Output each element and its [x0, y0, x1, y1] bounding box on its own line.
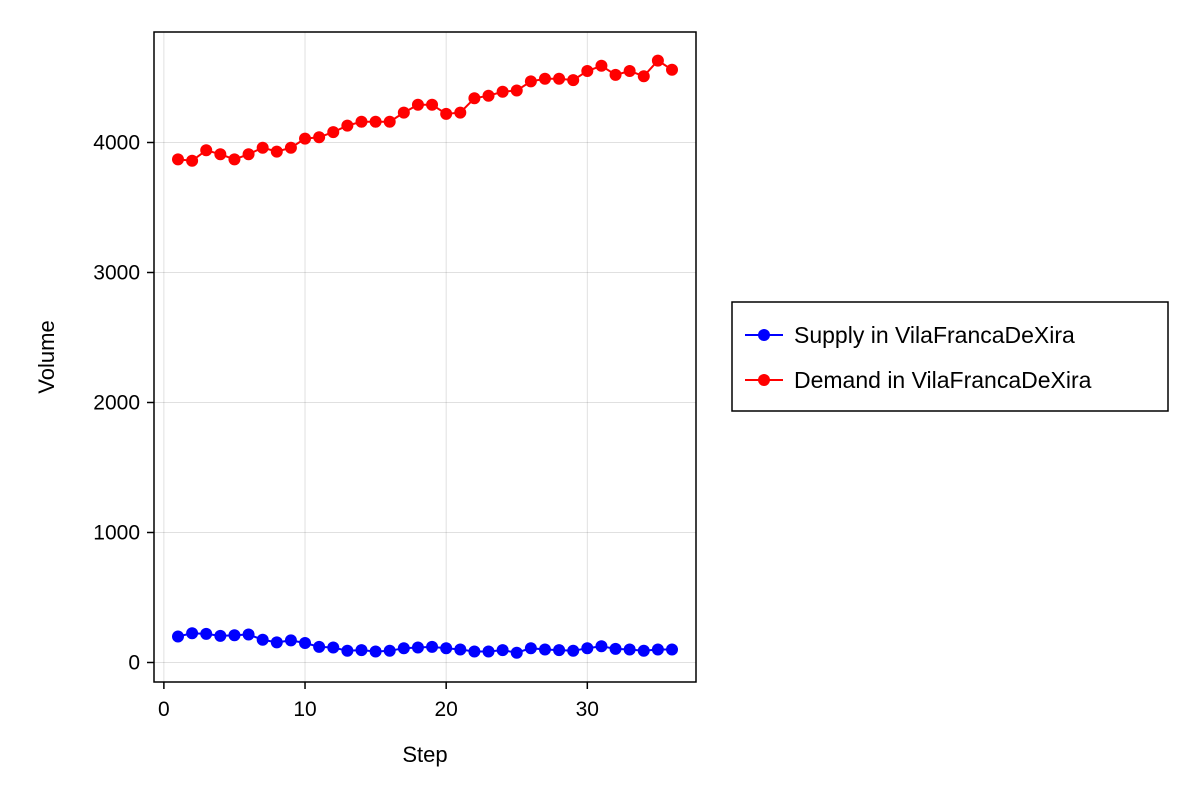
legend-marker-demand: [758, 374, 770, 386]
legend-entry-supply: Supply in VilaFrancaDeXira: [745, 322, 1075, 348]
x-tick-label: 0: [158, 698, 170, 721]
data-point-demand: [355, 115, 368, 128]
data-point-demand: [256, 141, 269, 154]
series-demand: [171, 54, 679, 167]
data-point-demand: [200, 144, 213, 157]
data-point-supply: [666, 643, 679, 656]
data-point-supply: [454, 643, 467, 656]
data-point-supply: [524, 642, 537, 655]
y-tick-label: 3000: [93, 262, 140, 285]
data-point-demand: [284, 141, 297, 154]
data-point-supply: [171, 630, 184, 643]
data-point-demand: [666, 63, 679, 76]
legend: Supply in VilaFrancaDeXira Demand in Vil…: [731, 301, 1169, 412]
data-point-demand: [397, 106, 410, 119]
legend-label-supply: Supply in VilaFrancaDeXira: [794, 322, 1075, 348]
data-point-supply: [623, 643, 636, 656]
data-point-demand: [482, 89, 495, 102]
data-point-supply: [468, 645, 481, 658]
data-point-demand: [440, 107, 453, 120]
data-point-demand: [369, 115, 382, 128]
data-point-demand: [383, 115, 396, 128]
data-point-supply: [482, 645, 495, 658]
data-point-supply: [595, 640, 608, 653]
data-point-demand: [651, 54, 664, 67]
series-layer: [171, 54, 679, 659]
data-point-demand: [567, 74, 580, 87]
data-point-demand: [242, 148, 255, 161]
x-axis-label: Step: [402, 742, 447, 767]
legend-marker-supply: [758, 329, 770, 341]
data-point-demand: [510, 84, 523, 97]
data-point-supply: [538, 643, 551, 656]
data-point-demand: [270, 145, 283, 158]
data-point-demand: [595, 59, 608, 72]
legend-entry-demand: Demand in VilaFrancaDeXira: [745, 367, 1092, 393]
data-point-supply: [496, 644, 509, 657]
data-point-demand: [454, 106, 467, 119]
data-point-demand: [468, 92, 481, 105]
data-point-demand: [581, 65, 594, 77]
data-point-supply: [327, 641, 340, 654]
data-point-demand: [538, 72, 551, 85]
data-point-demand: [228, 153, 241, 166]
data-point-demand: [341, 119, 354, 132]
data-point-demand: [553, 72, 566, 85]
y-tick-label: 0: [128, 652, 140, 675]
x-tick-label: 10: [293, 698, 316, 721]
data-point-supply: [200, 627, 213, 640]
data-point-demand: [496, 85, 509, 98]
data-point-supply: [256, 633, 269, 646]
y-tick-label: 4000: [93, 132, 140, 155]
y-tick-label: 1000: [93, 522, 140, 545]
data-point-supply: [440, 642, 453, 655]
x-tick-label: 20: [434, 698, 457, 721]
data-point-supply: [651, 643, 664, 656]
data-point-supply: [567, 644, 580, 657]
data-point-supply: [242, 628, 255, 641]
plot-area: [154, 32, 696, 682]
y-tick-label: 2000: [93, 392, 140, 415]
data-point-demand: [327, 126, 340, 139]
data-point-demand: [637, 70, 650, 83]
data-point-supply: [510, 646, 523, 659]
data-point-demand: [524, 75, 537, 88]
data-point-demand: [623, 65, 636, 77]
ticks: 0 10 20 30 0 1000 2000 3000 4000: [93, 132, 599, 722]
data-point-demand: [426, 98, 439, 111]
data-point-demand: [299, 132, 312, 145]
series-supply: [171, 627, 679, 659]
x-tick-label: 30: [576, 698, 599, 721]
data-point-supply: [284, 634, 297, 647]
data-point-demand: [609, 68, 622, 81]
legend-label-demand: Demand in VilaFrancaDeXira: [794, 367, 1092, 393]
data-point-supply: [313, 640, 326, 653]
data-point-supply: [214, 629, 227, 642]
data-point-demand: [214, 148, 227, 161]
data-point-supply: [426, 640, 439, 653]
legend-box: [731, 301, 1169, 412]
data-point-supply: [341, 644, 354, 657]
data-point-supply: [369, 645, 382, 658]
data-point-supply: [411, 641, 424, 654]
data-point-demand: [186, 154, 199, 167]
data-point-supply: [270, 636, 283, 649]
data-point-supply: [383, 644, 396, 657]
data-point-demand: [411, 98, 424, 111]
plot-frame: [153, 31, 697, 683]
data-point-supply: [637, 644, 650, 657]
data-point-demand: [313, 131, 326, 144]
data-point-supply: [228, 629, 241, 642]
data-point-supply: [581, 642, 594, 655]
data-point-supply: [609, 642, 622, 655]
y-axis-label: Volume: [34, 320, 59, 393]
data-point-supply: [397, 642, 410, 655]
data-point-supply: [355, 644, 368, 657]
data-point-supply: [299, 637, 312, 649]
data-point-demand: [171, 153, 184, 166]
data-point-supply: [186, 627, 199, 640]
data-point-supply: [553, 644, 566, 657]
